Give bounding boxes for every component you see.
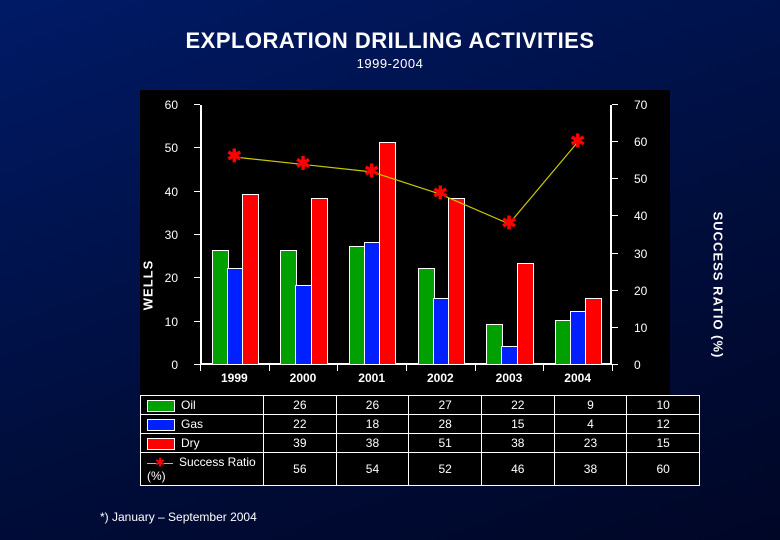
row-label: Gas	[141, 415, 264, 434]
row-label-text: Gas	[181, 417, 203, 431]
legend-swatch	[147, 400, 175, 412]
ratio-marker: ✱	[570, 131, 585, 151]
x-category-label: 2001	[358, 371, 385, 385]
y-left-tick: 0	[171, 358, 178, 372]
table-cell: 22	[264, 415, 337, 434]
table-row: Dry393851382315	[141, 434, 700, 453]
table-row: Oil26262722910	[141, 396, 700, 415]
table-cell: 56	[264, 453, 337, 486]
table-cell: 60	[627, 453, 700, 486]
table-cell: 28	[409, 415, 482, 434]
page-subtitle: 1999-2004	[0, 56, 780, 71]
y-left-tick: 30	[165, 228, 178, 242]
row-label: Success Ratio (%)	[141, 453, 264, 486]
x-category-label: 2004	[564, 371, 591, 385]
x-category-label: 2000	[290, 371, 317, 385]
table-cell: 10	[627, 396, 700, 415]
y-right-tick: 70	[634, 98, 647, 112]
x-category-label: 2002	[427, 371, 454, 385]
y-right-tick: 20	[634, 284, 647, 298]
table-cell: 51	[409, 434, 482, 453]
ratio-marker: ✱	[364, 161, 379, 181]
table-cell: 18	[336, 415, 409, 434]
table-cell: 52	[409, 453, 482, 486]
table-cell: 23	[554, 434, 627, 453]
ratio-marker: ✱	[227, 146, 242, 166]
row-label: Dry	[141, 434, 264, 453]
table-cell: 26	[336, 396, 409, 415]
y-right-tick: 30	[634, 247, 647, 261]
table-cell: 22	[481, 396, 554, 415]
y-right-tick: 0	[634, 358, 641, 372]
legend-swatch	[147, 438, 175, 450]
table-cell: 46	[481, 453, 554, 486]
table-cell: 39	[264, 434, 337, 453]
table-cell: 54	[336, 453, 409, 486]
x-category-label: 1999	[221, 371, 248, 385]
y-left-tick: 60	[165, 98, 178, 112]
y-left-tick: 40	[165, 185, 178, 199]
ratio-marker: ✱	[433, 183, 448, 203]
table-cell: 26	[264, 396, 337, 415]
y-left-tick: 20	[165, 271, 178, 285]
y-right-label: SUCCESS RATIO (%)	[711, 212, 726, 359]
table-row: Gas 22182815412	[141, 415, 700, 434]
table-cell: 38	[336, 434, 409, 453]
success-ratio-line: ✱ ✱ ✱ ✱ ✱ ✱	[200, 105, 612, 365]
ratio-marker: ✱	[295, 153, 310, 173]
y-right-tick: 10	[634, 321, 647, 335]
table-cell: 27	[409, 396, 482, 415]
legend-swatch	[147, 419, 175, 431]
chart-area: 199920002001200220032004✱✱✱✱✱✱	[200, 105, 612, 365]
table-cell: 4	[554, 415, 627, 434]
footnote: *) January – September 2004	[100, 510, 257, 524]
y-right-tick: 60	[634, 135, 647, 149]
y-left-tick: 50	[165, 141, 178, 155]
y-left-label: WELLS	[141, 260, 156, 311]
legend-ratio-icon	[147, 458, 173, 468]
table-cell: 38	[481, 434, 554, 453]
row-label-text: Dry	[181, 436, 200, 450]
y-left-tick: 10	[165, 315, 178, 329]
x-category-label: 2003	[496, 371, 523, 385]
page-title: EXPLORATION DRILLING ACTIVITIES	[0, 28, 780, 54]
table-cell: 15	[481, 415, 554, 434]
table-row: Success Ratio (%)565452463860	[141, 453, 700, 486]
y-right-tick: 40	[634, 209, 647, 223]
y-right-tick: 50	[634, 172, 647, 186]
table-cell: 12	[627, 415, 700, 434]
table-cell: 9	[554, 396, 627, 415]
row-label-text: Oil	[181, 398, 196, 412]
row-label: Oil	[141, 396, 264, 415]
table-cell: 38	[554, 453, 627, 486]
data-table: Oil26262722910Gas22182815412Dry393851382…	[140, 395, 700, 486]
ratio-marker: ✱	[501, 213, 516, 233]
table-cell: 15	[627, 434, 700, 453]
